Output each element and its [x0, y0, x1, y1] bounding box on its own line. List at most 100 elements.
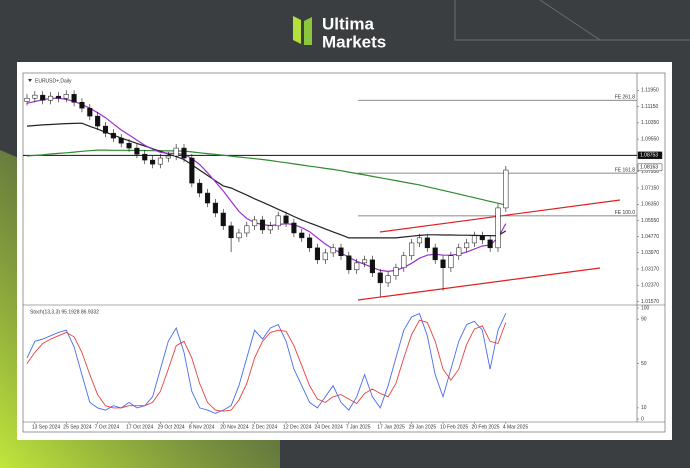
- candle-body: [487, 239, 493, 249]
- y-tick-label: 1.02370: [641, 283, 659, 289]
- candle-body: [212, 202, 218, 214]
- y-tick-label: 1.10350: [641, 120, 659, 126]
- x-tick-label: 17 Jan 2025: [377, 424, 405, 430]
- decor-lines: [454, 0, 690, 41]
- candle-body: [416, 237, 423, 244]
- x-tick-label: 2 Dec 2024: [252, 424, 278, 430]
- y-tick-label: 50: [641, 361, 647, 367]
- x-tick-label: 24 Dec 2024: [314, 424, 343, 430]
- chart-title: EURUSD+,Daily: [35, 78, 72, 84]
- candle-body: [205, 192, 211, 204]
- candle-body: [377, 272, 383, 284]
- x-tick-label: 29 Jan 2025: [409, 424, 437, 430]
- candle-body: [165, 155, 171, 159]
- candle-body: [259, 219, 266, 231]
- x-tick-label: 13 Sep 2024: [32, 424, 61, 430]
- y-tick-label: 1.07950: [641, 169, 659, 175]
- candle-body: [173, 147, 179, 157]
- decor-lines: [539, 0, 601, 41]
- candle-body: [456, 247, 462, 257]
- logo-icon: [293, 16, 301, 44]
- x-tick-label: 17 Oct 2024: [126, 424, 153, 430]
- candle-body: [479, 235, 485, 241]
- candle-body: [126, 142, 132, 149]
- candle-body: [503, 169, 509, 209]
- candle-body: [440, 259, 446, 269]
- candle-body: [369, 259, 375, 274]
- candle-body: [471, 235, 477, 244]
- candle-body: [40, 94, 46, 101]
- candle-body: [24, 97, 30, 102]
- candle-body: [87, 107, 93, 117]
- x-tick-label: 4 Mar 2025: [503, 424, 529, 430]
- candle-body: [150, 159, 156, 165]
- x-tick-label: 20 Nov 2024: [220, 424, 249, 430]
- y-tick-label: 1.11150: [641, 104, 659, 110]
- candle-body: [362, 259, 368, 264]
- y-tick-label: 1.09550: [641, 136, 659, 142]
- candle-body: [330, 247, 336, 254]
- x-tick-label: 29 Oct 2024: [157, 424, 184, 430]
- candle-body: [299, 232, 305, 239]
- candle-body: [495, 207, 501, 249]
- y-tick-label: 1.11950: [641, 88, 659, 94]
- candle-body: [322, 252, 328, 261]
- candle-body: [275, 215, 281, 227]
- candle-body: [291, 222, 297, 234]
- y-tick-label: 90: [641, 316, 647, 322]
- candle-body: [197, 182, 203, 194]
- y-tick-label: 1.07150: [641, 185, 659, 191]
- candle-body: [314, 247, 320, 261]
- price-marker: [637, 151, 663, 160]
- candle-body: [110, 132, 116, 139]
- candle-body: [95, 115, 101, 127]
- indicator-label: Stoch(13,3,3) 95.1928 86.9332: [30, 309, 99, 315]
- y-tick-label: 1.04770: [641, 234, 659, 240]
- moving-average: [26, 97, 507, 273]
- brand-name: Markets: [322, 32, 386, 51]
- y-tick-label: 1.03170: [641, 266, 659, 272]
- price-marker: [637, 163, 663, 172]
- candle-body: [118, 137, 124, 144]
- candle-body: [424, 237, 430, 249]
- chart-frame: [22, 72, 666, 433]
- y-tick-label: 1.03970: [641, 250, 659, 256]
- x-tick-label: 7 Oct 2024: [95, 424, 120, 430]
- y-tick-label: 1.05550: [641, 218, 659, 224]
- y-tick-label: 1.06350: [641, 202, 659, 208]
- y-tick-label: 10: [641, 405, 647, 411]
- candle-body: [189, 157, 195, 184]
- candle-body: [346, 255, 352, 271]
- candle-body: [79, 102, 85, 109]
- x-tick-label: 20 Feb 2025: [471, 424, 499, 430]
- candle-body: [102, 125, 109, 134]
- candle-body: [71, 94, 77, 103]
- candle-body: [55, 95, 61, 99]
- candle-body: [142, 153, 148, 161]
- trend-line: [357, 267, 601, 301]
- candle-body: [464, 242, 470, 249]
- candle-body: [385, 275, 391, 284]
- logo: Ultima Markets: [293, 14, 386, 51]
- candle-body: [236, 232, 242, 239]
- menu-arrow: [28, 79, 32, 82]
- candle-body: [228, 225, 234, 239]
- y-tick-label: 100: [641, 305, 650, 311]
- x-tick-label: 10 Feb 2025: [440, 424, 468, 430]
- candle-body: [409, 242, 415, 257]
- stochastic-line: [26, 319, 507, 412]
- price-marker-label: 1.08753: [640, 153, 658, 159]
- candle-body: [181, 147, 187, 159]
- candle-body: [401, 255, 407, 269]
- candle-body: [32, 94, 38, 99]
- x-tick-label: 8 Nov 2024: [189, 424, 215, 430]
- plot: 1.11950 1.11150 1.10350 1.09550 1.07950 1.071…: [23, 88, 663, 430]
- stochastic-line: [26, 313, 507, 414]
- candle-body: [134, 147, 140, 155]
- logo-icon: [304, 17, 312, 45]
- candle-body: [338, 247, 344, 257]
- level-label: FE 161.8: [615, 167, 636, 173]
- y-tick-label: 0: [641, 416, 644, 422]
- candle-body: [267, 225, 273, 231]
